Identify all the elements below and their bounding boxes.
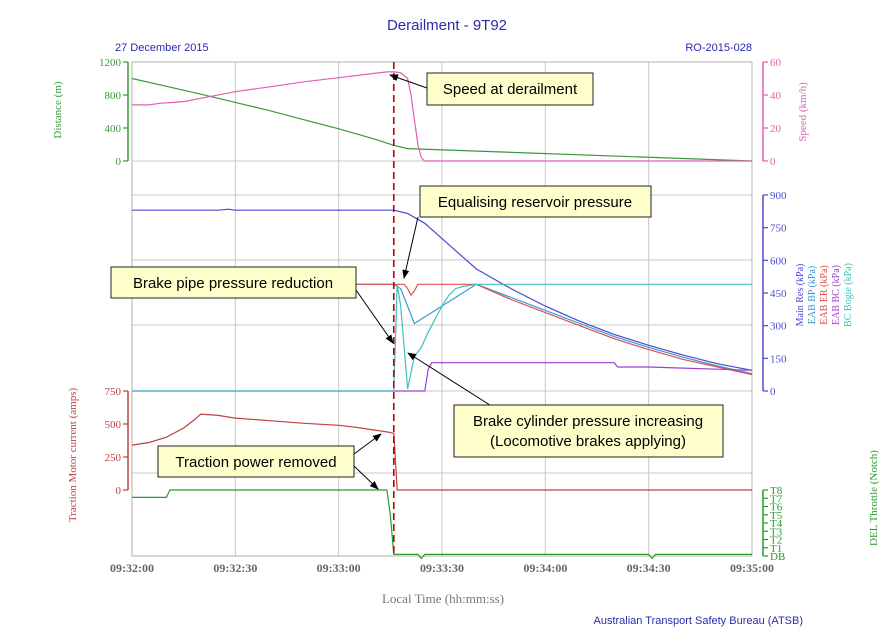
callout-speed-at-derailment: Speed at derailment [426,72,594,106]
bp-axis-title: EAB BP (kPa) [807,266,818,325]
throttle-line [132,489,752,560]
pressure-tick-label: 0 [770,386,776,398]
arrow-bc [407,352,494,408]
throttle-axis-title: DEL Throttle (Notch) [868,450,880,546]
pressure-tick-label: 900 [770,190,787,202]
report-id: RO-2015-028 [685,42,752,54]
arrow-speed [389,74,428,89]
pressure-tick-label: 750 [770,223,787,235]
throttle-tick-label: T6 [770,502,783,514]
traction-tick-label: 500 [105,419,122,431]
traction-axis-title: Traction Motor current (amps) [67,388,79,523]
chart-date: 27 December 2015 [115,42,209,54]
speed-tick-label: 0 [770,156,776,168]
pressure-tick-label: 600 [770,255,787,267]
callout-equalising-reservoir: Equalising reservoir pressure [419,185,652,218]
main-res-axis-title: Main Res (kPa) [795,264,806,327]
bc-bogie-axis-title: BC Bogie (kPa) [843,263,854,327]
traction-tick-label: 0 [116,485,122,497]
distance-tick-label: 800 [105,90,122,102]
throttle-tick-label: T8 [770,485,783,497]
main-res-line [132,208,753,371]
callout-traction-text: Traction power removed [175,454,336,471]
callout-bc-text: Brake cylinder pressure increasing [473,413,703,430]
annotation-arrows [353,74,494,490]
callout-brake-pipe-reduction: Brake pipe pressure reduction [110,266,357,299]
x-tick-label: 09:34:30 [627,561,671,575]
callout-brake-cylinder: Brake cylinder pressure increasing (Loco… [453,404,724,458]
axes: 09:32:00 09:32:30 09:33:00 09:33:30 09:34:00… [99,57,787,575]
arrow-bp [355,289,394,344]
callout-speed-text: Speed at derailment [443,81,578,98]
x-tick-label: 09:32:00 [110,561,154,575]
pressure-tick-label: 150 [770,353,787,365]
throttle-tick-label: T2 [770,535,782,547]
distance-tick-label: 0 [116,156,122,168]
distance-tick-label: 400 [105,123,122,135]
speed-axis-title: Speed (km/h) [797,82,809,142]
bc-bogie-line [132,283,752,392]
arrow-traction-1 [353,433,382,455]
series [131,71,753,560]
throttle-tick-label: T7 [770,493,783,505]
distance-axis-title: Distance (m) [52,81,64,138]
er-axis-title: EAB ER (kPa) [819,265,830,324]
bp-line [132,283,753,375]
x-tick-label: 09:33:30 [420,561,464,575]
x-tick-label: 09:33:00 [317,561,361,575]
er-line [132,283,753,376]
chart-title: Derailment - 9T92 [387,17,507,34]
traction-current-line [131,413,752,491]
pressure-tick-label: 300 [770,321,787,333]
distance-tick-label: 1200 [99,57,122,69]
traction-tick-label: 750 [105,386,122,398]
arrow-er [402,216,419,279]
throttle-tick-label: T4 [770,518,783,530]
x-tick-label: 09:35:00 [730,561,774,575]
bc-line [132,362,753,392]
plot-frame [131,61,753,557]
speed-tick-label: 60 [770,57,782,69]
throttle-tick-label: DB [770,551,785,563]
throttle-tick-label: T1 [770,543,782,555]
throttle-tick-label: T5 [770,510,783,522]
speed-line [132,71,752,162]
traction-tick-label: 250 [105,452,122,464]
x-axis-label: Local Time (hh:mm:ss) [382,591,504,606]
x-tick-label: 09:34:00 [523,561,567,575]
pressure-tick-label: 450 [770,288,787,300]
arrow-traction-2 [353,465,379,490]
source-label: Australian Transport Safety Bureau (ATSB… [594,615,804,627]
callout-er-text: Equalising reservoir pressure [438,194,632,211]
x-tick-label: 09:32:30 [213,561,257,575]
callout-bc-text-2: (Locomotive brakes applying) [490,433,686,450]
pressure-axis-titles: Main Res (kPa) EAB BP (kPa) EAB ER (kPa)… [795,263,854,327]
grid [131,61,753,557]
speed-tick-label: 40 [770,90,782,102]
callout-bp-text: Brake pipe pressure reduction [133,275,333,292]
throttle-tick-label: T3 [770,526,783,538]
callout-traction-power: Traction power removed [157,445,355,478]
speed-tick-label: 20 [770,123,782,135]
distance-line [131,77,753,162]
bc-axis-title: EAB BC (kPa) [831,265,842,325]
